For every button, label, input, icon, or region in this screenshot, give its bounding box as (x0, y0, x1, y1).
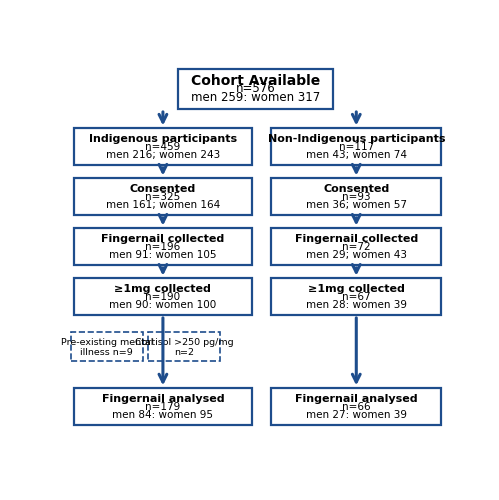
FancyBboxPatch shape (74, 178, 252, 215)
FancyBboxPatch shape (271, 178, 441, 215)
Text: n=72: n=72 (342, 242, 371, 252)
Text: n=93: n=93 (342, 192, 371, 202)
Text: n=179: n=179 (145, 402, 181, 411)
FancyBboxPatch shape (148, 332, 220, 362)
Text: men 36; women 57: men 36; women 57 (306, 200, 407, 209)
Text: ≥1mg collected: ≥1mg collected (114, 284, 212, 294)
Text: men 28: women 39: men 28: women 39 (306, 300, 407, 310)
Text: n=190: n=190 (145, 292, 181, 302)
Text: Cortisol >250 pg/mg: Cortisol >250 pg/mg (135, 338, 234, 347)
Text: n=66: n=66 (342, 402, 371, 411)
Text: men 29; women 43: men 29; women 43 (306, 250, 407, 260)
Text: men 259: women 317: men 259: women 317 (191, 92, 320, 104)
Text: n=459: n=459 (145, 142, 181, 152)
Text: Fingernail collected: Fingernail collected (101, 234, 225, 244)
Text: Fingernail analysed: Fingernail analysed (295, 394, 418, 404)
Text: men 216; women 243: men 216; women 243 (106, 150, 220, 160)
Text: men 90: women 100: men 90: women 100 (109, 300, 217, 310)
Text: illness n=9: illness n=9 (80, 348, 133, 357)
Text: Non-Indigenous participants: Non-Indigenous participants (267, 134, 445, 144)
Text: men 161; women 164: men 161; women 164 (106, 200, 220, 209)
Text: n=2: n=2 (174, 348, 194, 357)
Text: n=576: n=576 (236, 82, 275, 96)
Text: ≥1mg collected: ≥1mg collected (308, 284, 405, 294)
FancyBboxPatch shape (178, 68, 333, 109)
Text: Pre-existing mental: Pre-existing mental (61, 338, 153, 347)
FancyBboxPatch shape (74, 228, 252, 265)
FancyBboxPatch shape (271, 128, 441, 165)
FancyBboxPatch shape (71, 332, 143, 362)
Text: men 27: women 39: men 27: women 39 (306, 410, 407, 420)
Text: men 43; women 74: men 43; women 74 (306, 150, 407, 160)
Text: n=196: n=196 (145, 242, 181, 252)
Text: Consented: Consented (130, 184, 196, 194)
FancyBboxPatch shape (74, 278, 252, 315)
Text: Cohort Available: Cohort Available (191, 74, 320, 88)
Text: Fingernail analysed: Fingernail analysed (102, 394, 224, 404)
FancyBboxPatch shape (271, 228, 441, 265)
Text: Indigenous participants: Indigenous participants (89, 134, 237, 144)
Text: Fingernail collected: Fingernail collected (295, 234, 418, 244)
FancyBboxPatch shape (74, 128, 252, 165)
FancyBboxPatch shape (74, 388, 252, 425)
Text: Consented: Consented (323, 184, 389, 194)
Text: men 91: women 105: men 91: women 105 (109, 250, 217, 260)
FancyBboxPatch shape (271, 388, 441, 425)
Text: men 84: women 95: men 84: women 95 (112, 410, 214, 420)
FancyBboxPatch shape (271, 278, 441, 315)
Text: n=67: n=67 (342, 292, 371, 302)
Text: n=325: n=325 (145, 192, 181, 202)
Text: n=117: n=117 (339, 142, 374, 152)
